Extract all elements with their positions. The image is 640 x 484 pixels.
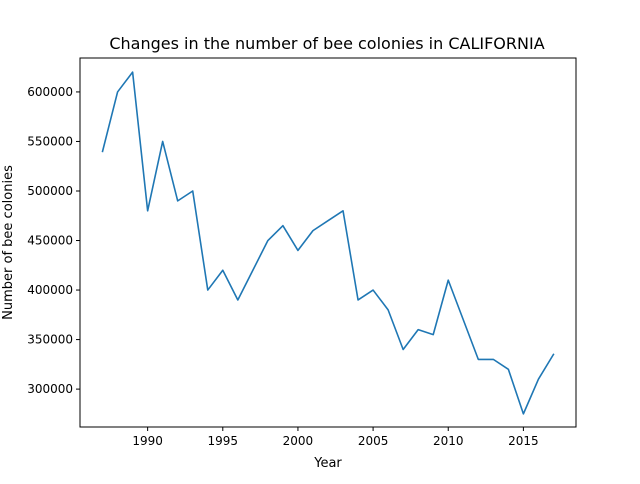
x-axis-label: Year [313, 456, 342, 471]
x-tick-label: 2005 [358, 434, 389, 448]
y-tick-label: 500000 [27, 184, 73, 198]
plot-area-frame [79, 57, 577, 428]
y-tick-label: 600000 [27, 85, 73, 99]
x-tick-label: 1990 [132, 434, 163, 448]
y-tick-label: 450000 [27, 234, 73, 248]
x-tick-label: 1995 [208, 434, 239, 448]
y-tick-label: 550000 [27, 134, 73, 148]
series-layer [101, 71, 555, 415]
x-axis: 1990 1995 2000 2005 2010 2015 [132, 427, 539, 448]
x-tick-label: 2015 [508, 434, 539, 448]
chart-title: Changes in the number of bee colonies in… [109, 34, 544, 53]
y-tick-label: 300000 [27, 382, 73, 396]
y-tick-label: 400000 [27, 283, 73, 297]
series-line [101, 71, 555, 415]
y-axis-label: Number of bee colonies [1, 165, 16, 320]
y-axis: 300000 350000 400000 450000 500000 550000 6000… [27, 85, 80, 396]
x-tick-label: 2010 [433, 434, 464, 448]
x-tick-label: 2000 [283, 434, 314, 448]
y-tick-label: 350000 [27, 333, 73, 347]
